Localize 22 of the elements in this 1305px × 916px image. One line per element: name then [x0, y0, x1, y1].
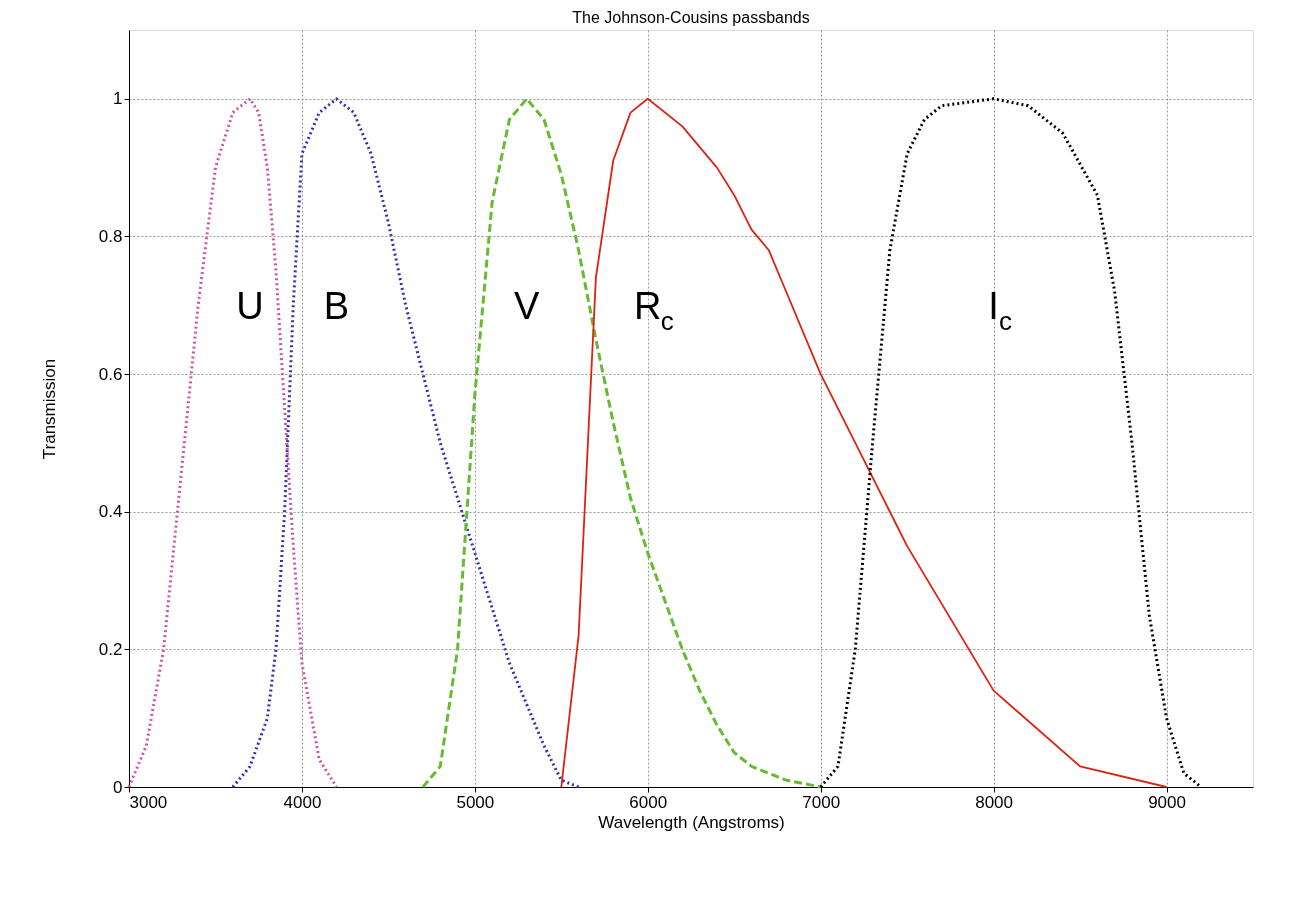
chart-title: The Johnson-Cousins passbands — [572, 9, 810, 26]
line-series — [231, 97, 581, 789]
y-tick-label: 0.8 — [98, 226, 123, 246]
line-series — [560, 97, 1168, 788]
series-label: U — [236, 285, 264, 327]
line-series — [421, 97, 823, 789]
y-tick-label: 0 — [113, 777, 123, 797]
x-axis-title: Wavelength (Angstroms) — [598, 812, 785, 832]
x-tick-label: 3000 — [129, 792, 168, 812]
series-label: V — [514, 285, 541, 327]
y-tick-label: 1 — [113, 89, 123, 109]
y-tick-label: 0.4 — [98, 502, 123, 522]
x-tick-label: 9000 — [1148, 792, 1186, 812]
series-label: B — [323, 285, 350, 327]
x-tick-label: 5000 — [456, 792, 495, 812]
x-tick-label: 6000 — [629, 792, 668, 812]
y-tick-label: 0.2 — [98, 639, 123, 659]
x-tick-label: 4000 — [283, 792, 322, 812]
x-tick-label: 8000 — [975, 792, 1014, 812]
x-tick-label: 7000 — [802, 792, 841, 812]
y-axis-title: Transmission — [39, 358, 59, 460]
y-tick-label: 0.6 — [98, 364, 123, 384]
